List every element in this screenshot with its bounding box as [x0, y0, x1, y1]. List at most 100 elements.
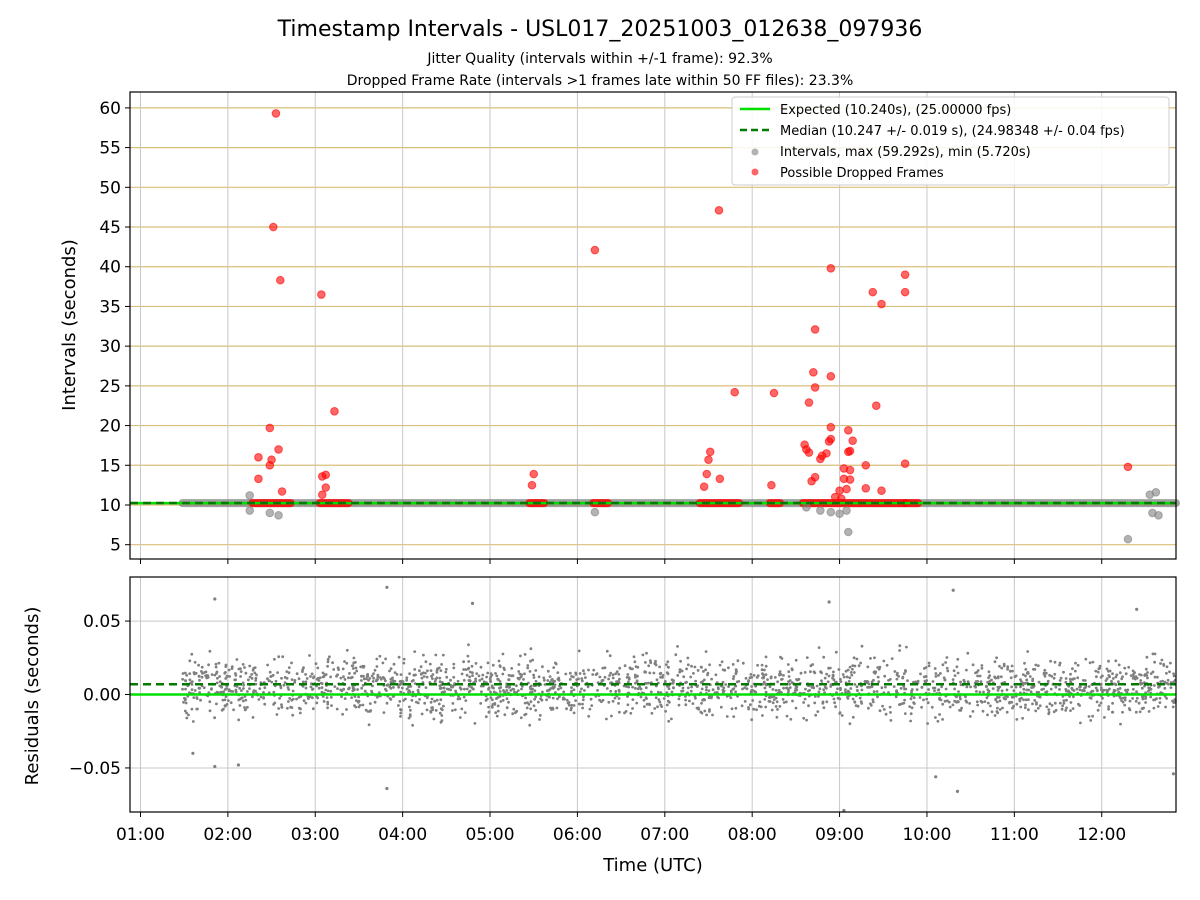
residual-point [569, 708, 573, 712]
residual-point [623, 664, 627, 668]
residual-point [487, 710, 491, 714]
residual-point [763, 697, 767, 701]
residual-point [815, 684, 819, 688]
residual-point [888, 678, 892, 681]
residual-point [312, 676, 315, 680]
residual-point [1168, 670, 1171, 674]
residual-point [846, 689, 850, 693]
residual-point [1125, 690, 1129, 694]
residual-point [584, 676, 587, 679]
residual-point [215, 702, 218, 706]
residual-point [633, 660, 637, 664]
residual-point [980, 664, 984, 667]
residual-point [974, 685, 977, 689]
residual-point [1022, 698, 1025, 702]
residual-point [375, 678, 379, 682]
residual-point [1052, 710, 1056, 714]
residual-point [874, 670, 878, 674]
residual-point [881, 704, 884, 708]
residual-point [360, 679, 363, 682]
residual-point [839, 680, 843, 683]
residual-point [1121, 710, 1124, 714]
residual-point [1015, 702, 1019, 706]
residual-point [397, 685, 400, 689]
residual-point [320, 682, 324, 685]
residual-point [976, 680, 980, 683]
residual-point [754, 684, 757, 688]
residual-point [486, 661, 490, 665]
residual-point [301, 684, 305, 688]
residual-point [996, 711, 1000, 715]
residual-point [993, 675, 997, 679]
residual-point [529, 684, 533, 688]
residual-point [1064, 677, 1068, 680]
residual-point [491, 663, 495, 667]
residual-point [1011, 669, 1014, 673]
residual-point [797, 677, 801, 681]
x-tick-label: 10:00 [902, 825, 951, 845]
residual-point [244, 671, 248, 675]
dropped-point [868, 287, 878, 297]
residual-point [458, 697, 462, 701]
residual-point [471, 674, 474, 677]
residual-point [936, 688, 940, 692]
residual-point [654, 696, 658, 700]
residual-point [354, 666, 358, 670]
residual-point [674, 653, 678, 657]
residual-point [532, 673, 535, 677]
dropped-point [835, 486, 844, 495]
residual-point [198, 678, 201, 682]
residual-point [618, 710, 621, 714]
residual-point [689, 689, 693, 693]
residual-point [859, 700, 863, 703]
residual-point [219, 690, 223, 694]
residual-point [365, 677, 368, 681]
residual-point [1135, 607, 1139, 611]
residual-point [875, 690, 879, 693]
dropped-point [826, 434, 836, 444]
residual-point [760, 663, 764, 667]
residual-point [936, 719, 940, 723]
residual-point [1040, 688, 1044, 691]
dropped-point [845, 475, 855, 484]
residual-point [465, 687, 469, 691]
residual-point [918, 696, 922, 699]
residual-point [931, 680, 935, 683]
residual-point [439, 686, 443, 690]
residual-point [435, 698, 439, 702]
residual-point [491, 698, 494, 702]
residual-point [559, 686, 563, 690]
residual-point [711, 688, 715, 692]
residual-point [273, 657, 276, 661]
residual-point [693, 665, 697, 669]
residual-point [587, 714, 591, 718]
residual-point [1076, 676, 1080, 680]
residual-point [626, 703, 630, 707]
residual-point [1143, 673, 1147, 677]
residual-point [788, 686, 792, 689]
residual-point [181, 687, 184, 691]
residual-point [187, 713, 190, 717]
residual-point [839, 677, 842, 681]
residual-point [890, 657, 894, 660]
residual-point [361, 684, 365, 687]
residual-point [462, 695, 466, 699]
residual-point [411, 723, 414, 727]
dropped-point [321, 470, 331, 480]
residual-point [1163, 686, 1167, 690]
dropped-point [276, 275, 285, 285]
residual-point [1091, 714, 1094, 718]
residual-point [185, 711, 189, 715]
residual-point [1072, 695, 1075, 699]
residual-point [831, 674, 835, 678]
residual-point [389, 698, 393, 701]
residual-point [645, 697, 648, 700]
dropped-point [265, 423, 275, 433]
residual-point [409, 708, 412, 712]
residual-point [259, 695, 263, 699]
residual-point [580, 687, 583, 691]
residual-point [572, 675, 575, 679]
residual-point [557, 687, 560, 691]
residual-point [1058, 701, 1062, 705]
